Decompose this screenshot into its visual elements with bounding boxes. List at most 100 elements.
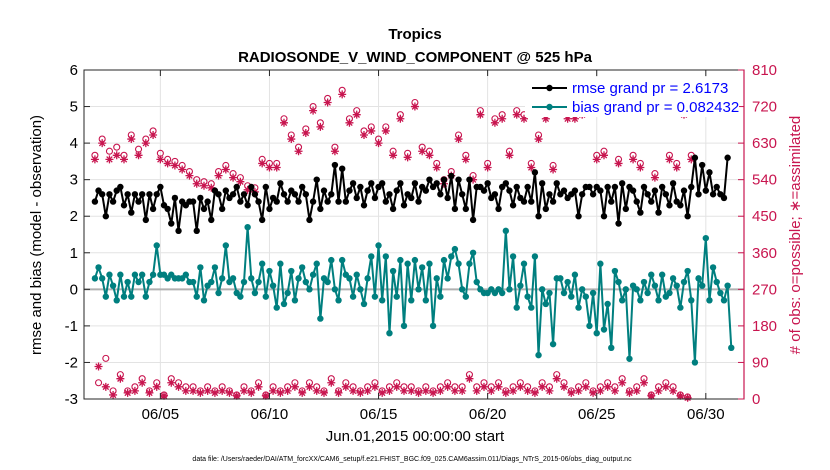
assimilated-point-2 xyxy=(98,139,107,148)
rmse-point-136 xyxy=(586,183,593,191)
bias-point-60 xyxy=(309,271,317,278)
rmse-point-44 xyxy=(251,191,259,198)
bias-point-67 xyxy=(335,297,342,304)
bias-point-167 xyxy=(698,282,706,289)
rmse-point-98 xyxy=(448,172,455,180)
assimilated-point-87 xyxy=(407,386,416,395)
assimilated-point-110 xyxy=(490,118,499,127)
bias-point-171 xyxy=(713,278,720,286)
bias-point-0 xyxy=(91,275,99,282)
bias-point-101 xyxy=(458,286,466,293)
rmse-point-27 xyxy=(189,198,197,205)
assimilated-point-97 xyxy=(443,382,452,391)
assimilated-point-86 xyxy=(403,153,412,162)
rmse-point-40 xyxy=(237,198,244,205)
assimilated-point-138 xyxy=(592,155,601,164)
assimilated-point-62 xyxy=(316,122,325,131)
rmse-point-80 xyxy=(382,198,390,205)
rmse-point-89 xyxy=(415,198,422,205)
rmse-point-92 xyxy=(426,176,433,183)
bias-point-144 xyxy=(615,278,622,286)
assimilated-point-117 xyxy=(516,382,525,391)
assimilated-point-60 xyxy=(309,106,318,115)
rmse-point-137 xyxy=(589,191,597,198)
bias-point-47 xyxy=(262,293,270,300)
rmse-point-127 xyxy=(553,180,560,187)
assimilated-point-33 xyxy=(210,388,219,397)
assimilated-point-77 xyxy=(370,382,379,391)
assimilated-point-34 xyxy=(214,171,223,180)
assimilated-point-63 xyxy=(320,388,328,397)
assimilated-point-155 xyxy=(654,386,663,395)
assimilated-point-139 xyxy=(596,386,605,395)
bias-point-159 xyxy=(669,275,677,282)
rmse-point-118 xyxy=(520,198,528,205)
assimilated-point-17 xyxy=(152,382,161,391)
legend-bias-label: bias grand pr = 0.082432 xyxy=(572,99,739,116)
assimilated-point-108 xyxy=(483,163,492,172)
assimilated-point-106 xyxy=(476,110,485,119)
rmse-point-50 xyxy=(273,198,280,205)
assimilated-point-69 xyxy=(341,382,350,391)
assimilated-point-150 xyxy=(636,163,645,172)
bias-point-136 xyxy=(586,322,593,330)
bias-point-28 xyxy=(193,293,200,300)
assimilated-point-19 xyxy=(160,391,168,400)
bias-point-8 xyxy=(120,293,128,300)
rmse-point-174 xyxy=(724,154,731,161)
bias-point-51 xyxy=(277,260,284,267)
rmse-point-140 xyxy=(600,213,608,220)
rmse-point-41 xyxy=(240,191,248,198)
x-tick-label-3: 06/20 xyxy=(469,406,507,423)
rmse-point-13 xyxy=(138,191,146,198)
assimilated-point-131 xyxy=(567,388,576,397)
assimilated-point-133 xyxy=(574,386,583,395)
assimilated-point-104 xyxy=(469,175,478,184)
bias-point-54 xyxy=(288,267,295,275)
rmse-point-121 xyxy=(531,169,539,176)
rmse-point-145 xyxy=(618,180,626,187)
bias-point-79 xyxy=(378,297,386,304)
rmse-point-9 xyxy=(124,191,131,198)
possible-point-1 xyxy=(94,379,103,387)
bias-point-57 xyxy=(298,264,306,271)
bias-point-65 xyxy=(328,256,335,264)
bias-point-128 xyxy=(557,275,564,282)
bias-point-102 xyxy=(462,293,470,300)
rmse-point-124 xyxy=(542,205,550,213)
assimilated-point-116 xyxy=(512,110,521,119)
bias-point-94 xyxy=(433,275,440,282)
assimilated-point-5 xyxy=(109,390,118,399)
bias-point-52 xyxy=(280,300,288,308)
rmse-point-4 xyxy=(106,191,113,198)
assimilated-point-127 xyxy=(552,374,561,383)
bias-point-38 xyxy=(229,275,237,282)
bias-point-152 xyxy=(644,289,651,297)
bias-point-44 xyxy=(251,289,259,297)
assimilated-point-112 xyxy=(498,114,507,123)
bias-point-4 xyxy=(106,271,113,278)
rmse-point-29 xyxy=(197,194,204,202)
assimilated-point-91 xyxy=(421,386,430,395)
bias-point-6 xyxy=(113,297,120,304)
assimilated-point-158 xyxy=(665,155,674,164)
assimilated-point-94 xyxy=(432,163,441,172)
bias-point-53 xyxy=(284,289,291,297)
bias-point-165 xyxy=(691,359,699,366)
rmse-point-59 xyxy=(306,216,313,224)
rmse-point-155 xyxy=(655,209,662,216)
bias-point-43 xyxy=(248,275,255,282)
legend: rmse grand pr = 2.6173 bias grand pr = 0… xyxy=(525,77,739,117)
rmse-point-20 xyxy=(164,205,171,213)
rmse-point-67 xyxy=(335,198,342,205)
bias-point-80 xyxy=(382,253,390,260)
data-file-footnote: data file: /Users/raeder/DAI/ATM_forcXX/… xyxy=(192,456,632,463)
bias-point-40 xyxy=(237,293,244,300)
bias-point-150 xyxy=(637,297,644,304)
rmse-point-61 xyxy=(313,176,320,183)
rmse-point-168 xyxy=(702,187,710,194)
assimilated-point-67 xyxy=(334,388,343,397)
rmse-point-161 xyxy=(677,202,684,209)
y-axis-label: rmse and bias (model - observation) xyxy=(28,115,45,355)
y2-tick-label-8: 720 xyxy=(752,99,777,116)
